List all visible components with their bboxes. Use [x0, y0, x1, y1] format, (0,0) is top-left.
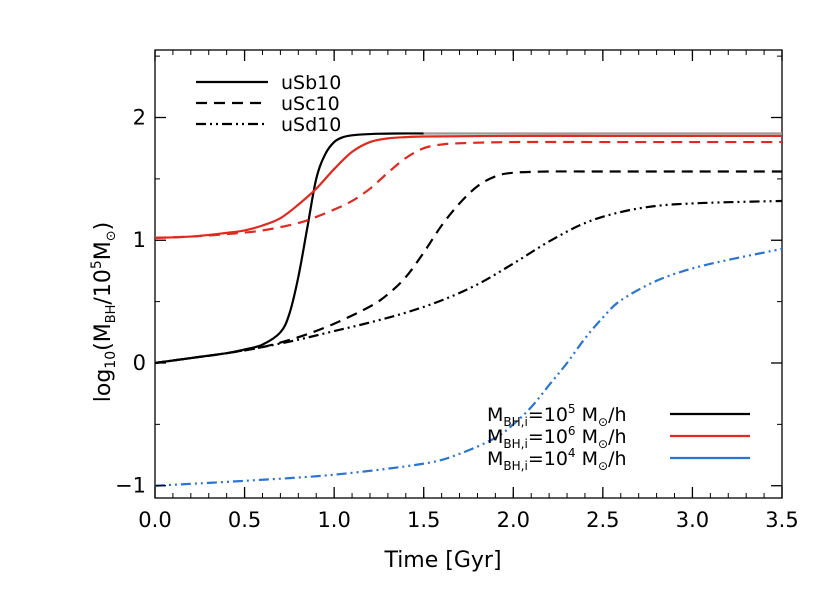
color-legend-label-part: /h: [608, 448, 626, 470]
y-axis-label-mid: /10: [91, 269, 116, 304]
x-tick-label: 3.5: [765, 508, 798, 532]
color-legend-label-part: M: [487, 426, 503, 448]
style-legend-label: uSd10: [281, 114, 341, 136]
y-tick-label: 1: [133, 228, 146, 252]
x-tick-label: 3.0: [676, 508, 709, 532]
y-axis-label-log: log: [91, 369, 116, 403]
color-legend-label-part: M: [576, 448, 598, 470]
y-tick-label: 2: [133, 106, 146, 130]
color-legend-label-part: 4: [568, 446, 576, 460]
y-axis-label-exp: 5: [89, 260, 105, 269]
series-line: [154, 134, 782, 239]
x-tick-label: 1.0: [317, 508, 350, 532]
color-legend-label-part: M: [487, 404, 503, 426]
x-tick-label: 2.0: [497, 508, 530, 532]
x-tick-label: 2.5: [586, 508, 619, 532]
color-legend-label-part: =10: [528, 448, 568, 470]
color-legend-label: MBH,i=104 M⊙/h: [487, 446, 627, 473]
color-legend-label-part: ⊙: [598, 459, 608, 473]
color-legend-label-part: BH,i: [503, 415, 527, 429]
y-tick-label: −1: [115, 474, 146, 498]
x-axis-label: Time [Gyr]: [383, 548, 501, 573]
color-legend-label-part: =10: [528, 426, 568, 448]
color-legend-label-part: BH,i: [503, 459, 527, 473]
y-axis-label: log10(MBH/105M⊙): [89, 222, 119, 402]
series-line: [154, 170, 782, 365]
color-legend-label-part: 6: [568, 424, 576, 438]
color-legend-label-part: M: [487, 448, 503, 470]
plot-frame: [154, 49, 783, 499]
color-legend-label-part: /h: [608, 426, 626, 448]
x-tick-label: 0.0: [138, 508, 171, 532]
color-legend-label-part: 5: [568, 402, 576, 416]
y-axis-label-m: M: [91, 241, 116, 260]
color-legend-label-part: BH,i: [503, 437, 527, 451]
series-layer: [154, 132, 783, 487]
series-line: [154, 132, 424, 365]
plot-area-border: [154, 49, 783, 499]
y-tick-label: 0: [133, 351, 146, 375]
series-line: [154, 247, 783, 487]
color-legend-label-part: /h: [608, 404, 626, 426]
color-legend-label-part: ⊙: [598, 437, 608, 451]
axis-ticks: 0.0 0.5 1.0 1.5 2.0 2.5 3.0 3.5 −1 0 1 2: [115, 50, 799, 532]
y-axis-label-open: (M: [91, 323, 116, 351]
y-axis-label-close: ): [91, 222, 116, 231]
x-tick-label: 1.5: [407, 508, 440, 532]
color-legend-label-part: ⊙: [598, 415, 608, 429]
style-legend-label: uSc10: [281, 93, 340, 115]
color-legend-label-part: =10: [528, 404, 568, 426]
color-legend-label: MBH,i=106 M⊙/h: [487, 424, 627, 451]
color-legend-label-part: M: [576, 426, 598, 448]
x-tick-label: 0.5: [228, 508, 261, 532]
series-line: [154, 140, 782, 239]
y-axis-label-log-sub: 10: [103, 351, 119, 369]
color-legend-label-part: M: [576, 404, 598, 426]
y-axis-label-sun-sub: ⊙: [104, 230, 119, 241]
y-axis-label-bh-sub: BH: [104, 305, 119, 324]
color-legend-label: MBH,i=105 M⊙/h: [487, 402, 627, 429]
series-line: [154, 199, 783, 365]
style-legend-label: uSb10: [281, 72, 341, 94]
